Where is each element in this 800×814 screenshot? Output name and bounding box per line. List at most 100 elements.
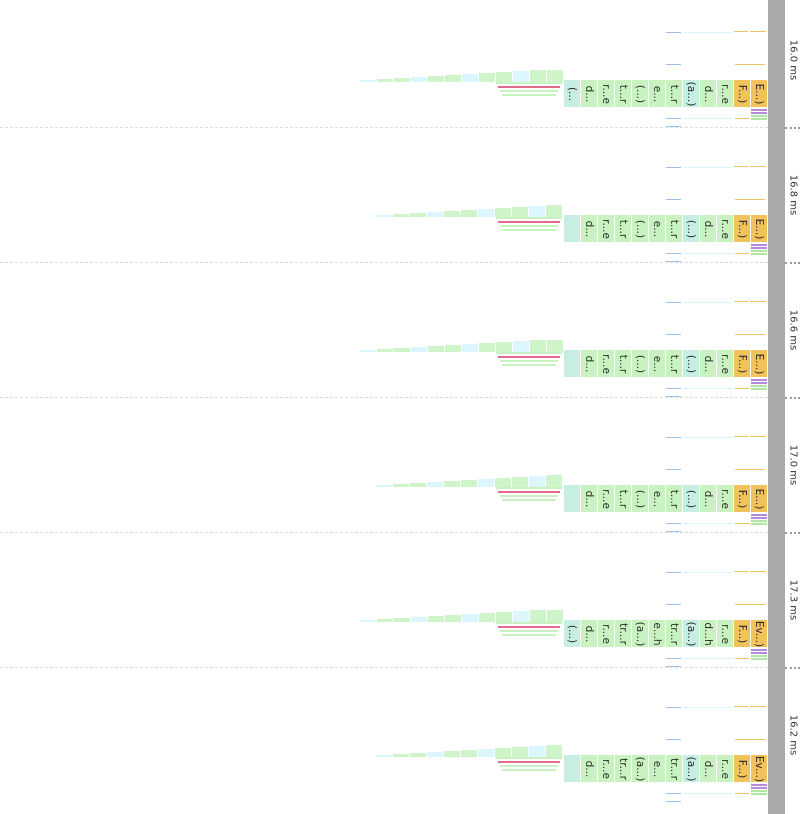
frame-bar[interactable]: F...) (733, 485, 750, 512)
frame-bar[interactable]: tr...r (665, 620, 682, 647)
frame-bar[interactable]: (...) (563, 620, 580, 647)
frame-bar[interactable]: (a...) (682, 620, 699, 647)
sample-sliver (751, 514, 767, 516)
sample-sliver (502, 364, 556, 366)
sample-sliver (734, 706, 748, 707)
frame-bar[interactable] (563, 485, 580, 512)
frame-bar[interactable]: e... (648, 755, 665, 782)
frame-bar[interactable]: tr...r (614, 620, 631, 647)
frame-bar[interactable]: d... (699, 350, 716, 377)
sample-sliver (684, 658, 732, 659)
call-tail (427, 482, 443, 487)
frame-bar[interactable]: E...) (750, 80, 767, 107)
frame-bar[interactable]: (...) (682, 215, 699, 242)
frame-bar[interactable]: d... (580, 350, 597, 377)
frame-bar[interactable]: (a...) (682, 80, 699, 107)
sample-sliver (666, 666, 681, 667)
frame-bar[interactable]: (a...) (631, 755, 648, 782)
frame-bar[interactable]: d...h (699, 620, 716, 647)
frame-bar[interactable]: (...) (682, 350, 699, 377)
call-tail (461, 480, 477, 487)
frame-bar[interactable]: r...e (716, 755, 733, 782)
frame-bar[interactable]: r...e (716, 620, 733, 647)
frame-bar[interactable] (563, 215, 580, 242)
frame-bar[interactable]: d... (580, 80, 597, 107)
frame-bar[interactable]: tr...r (665, 755, 682, 782)
frame-bar[interactable]: (a...) (682, 755, 699, 782)
frame-bar[interactable]: Ev...) (750, 755, 767, 782)
frame-bar[interactable]: F...) (733, 215, 750, 242)
frame-bar[interactable]: tr...r (614, 755, 631, 782)
frame-bar[interactable]: e...h (648, 620, 665, 647)
frame-bar[interactable]: r...e (597, 215, 614, 242)
call-tail (479, 73, 495, 82)
frame-bar[interactable]: t...r (614, 350, 631, 377)
sample-sliver (734, 31, 748, 32)
frame-label: Ev...) (753, 755, 765, 782)
frame-bar[interactable]: (...) (631, 80, 648, 107)
frame-bar[interactable]: r...e (597, 350, 614, 377)
flame-chart[interactable]: (... d... r...e t...r (...) e... t...r (a...) d.… (0, 0, 768, 814)
frame-bar[interactable] (563, 350, 580, 377)
frame-bar[interactable]: d... (580, 215, 597, 242)
frame-bar[interactable]: r...e (597, 80, 614, 107)
frame-bar[interactable]: e... (648, 215, 665, 242)
frame-bar[interactable]: F...) (733, 80, 750, 107)
frame-bar[interactable]: E...) (750, 215, 767, 242)
frame-bar[interactable]: (...) (631, 350, 648, 377)
sample-sliver (666, 437, 681, 438)
frame-bar[interactable]: t...r (665, 485, 682, 512)
frame-bar[interactable]: t...r (614, 80, 631, 107)
frame-label: F...) (736, 489, 748, 508)
call-tail (546, 205, 562, 217)
frame-bar[interactable]: F...) (733, 755, 750, 782)
frame-bar[interactable]: r...e (716, 485, 733, 512)
frame-bar[interactable]: e... (648, 350, 665, 377)
call-tail (547, 610, 563, 622)
call-tail (410, 213, 426, 217)
frame-bar[interactable]: t...r (614, 485, 631, 512)
frame-bar[interactable]: t...r (665, 215, 682, 242)
frame-bar[interactable]: E...) (750, 485, 767, 512)
call-tail (393, 754, 409, 757)
frame-bar[interactable]: t...r (614, 215, 631, 242)
frame-bar[interactable]: t...r (665, 80, 682, 107)
frame-label: E...) (753, 353, 765, 374)
frame-bar[interactable]: d... (580, 755, 597, 782)
sample-sliver (666, 334, 681, 335)
frame-bar[interactable]: r...e (716, 80, 733, 107)
frame-bar[interactable]: F...) (733, 620, 750, 647)
frame-bar[interactable]: e... (648, 485, 665, 512)
frame-bar[interactable]: Ev...) (750, 620, 767, 647)
axis-tick (785, 667, 800, 669)
frame-bar[interactable]: (...) (631, 485, 648, 512)
frame-bar[interactable]: (... (563, 80, 580, 107)
frame-bar[interactable]: r...e (597, 620, 614, 647)
vertical-scrollbar[interactable] (768, 0, 785, 814)
frame-bar[interactable]: d... (699, 755, 716, 782)
frame-bar[interactable]: d... (699, 485, 716, 512)
frame-bar[interactable]: (...) (682, 485, 699, 512)
frame-bar[interactable] (563, 755, 580, 782)
frame-bar[interactable]: t...r (665, 350, 682, 377)
frame-bar[interactable]: (a...) (631, 620, 648, 647)
frame-bar[interactable]: r...e (716, 350, 733, 377)
frame-label: r...e (719, 218, 731, 239)
frame-bar[interactable]: r...e (597, 485, 614, 512)
call-tail (445, 615, 461, 622)
frame-label: d... (583, 355, 595, 372)
sample-sliver (751, 658, 767, 660)
frame-bar[interactable]: e... (648, 80, 665, 107)
frame-label: r...e (600, 353, 612, 374)
frame-bar[interactable]: r...e (716, 215, 733, 242)
frame-bar[interactable]: (...) (631, 215, 648, 242)
call-tail (529, 476, 545, 487)
frame-bar[interactable]: d... (699, 215, 716, 242)
frame-bar[interactable]: r...e (597, 755, 614, 782)
frame-bar[interactable]: E...) (750, 350, 767, 377)
frame-bar[interactable]: d... (580, 620, 597, 647)
frame-bar[interactable]: d... (699, 80, 716, 107)
call-tail (376, 755, 392, 757)
frame-bar[interactable]: F...) (733, 350, 750, 377)
frame-bar[interactable]: d... (580, 485, 597, 512)
